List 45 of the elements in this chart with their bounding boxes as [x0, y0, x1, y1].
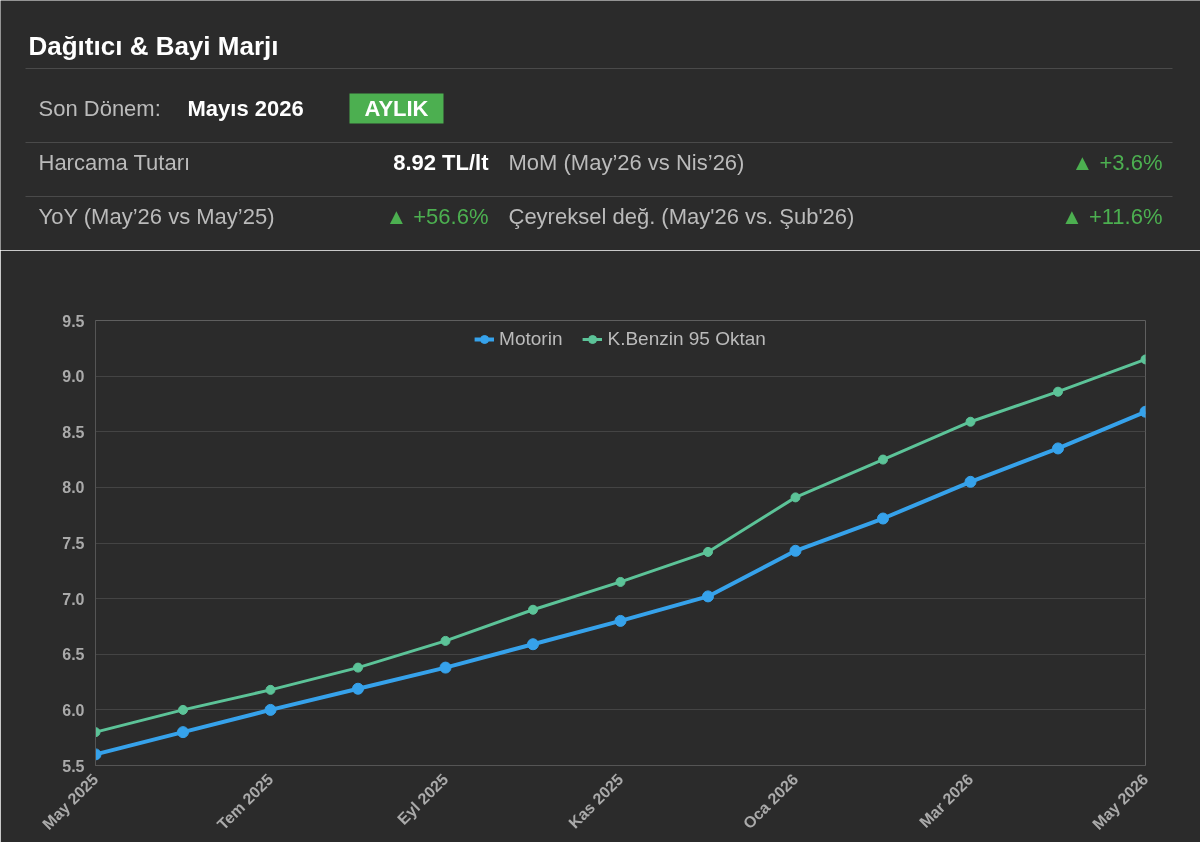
- text: 8.92 TL/lt: [393, 150, 490, 175]
- point: [965, 416, 976, 427]
- point: [265, 684, 276, 695]
- point: [1052, 442, 1064, 455]
- legend-label: Motorin: [499, 328, 563, 350]
- y-tick-label: 6.5: [62, 646, 85, 664]
- point: [353, 662, 363, 673]
- text: ▲ +3.6%: [1071, 150, 1163, 175]
- text: MoM (May’26 vs Nis’26): [508, 150, 745, 175]
- point: [527, 638, 539, 651]
- point: [703, 546, 713, 557]
- point: [790, 492, 801, 503]
- text: ▲ +56.6%: [385, 204, 489, 229]
- text: Son Dönem:: [38, 96, 161, 121]
- point: [177, 726, 189, 739]
- point: [964, 475, 977, 488]
- y-tick-label: 7.0: [62, 590, 85, 608]
- y-tick-label: 6.0: [62, 701, 85, 719]
- point: [352, 682, 364, 695]
- text: Çeyreksel değ. (May'26 vs. Şub'26): [508, 204, 855, 229]
- point: [789, 544, 802, 557]
- point: [1053, 386, 1063, 397]
- legend-label: K.Benzin 95 Oktan: [607, 328, 766, 350]
- point: [614, 614, 627, 627]
- y-tick-label: 9.5: [62, 312, 85, 330]
- y-tick-label: 8.5: [62, 423, 85, 441]
- point: [615, 576, 626, 587]
- text: Mayıs 2026: [187, 96, 304, 121]
- y-tick-label: 7.5: [62, 535, 85, 552]
- y-tick-label: 5.5: [62, 757, 85, 775]
- point: [702, 590, 714, 603]
- text: YoY (May’26 vs May’25): [38, 204, 275, 229]
- text: AYLIK: [364, 96, 429, 121]
- point: [878, 454, 888, 465]
- y-tick-label: 9.0: [62, 368, 85, 386]
- y-tick-label: 8.0: [62, 479, 85, 497]
- point: [528, 604, 538, 615]
- text: Harcama Tutarı: [38, 150, 191, 175]
- point: [178, 704, 188, 715]
- point: [440, 635, 451, 646]
- point: [439, 661, 452, 674]
- text: ▲ +11.6%: [1061, 204, 1163, 229]
- point: [877, 512, 889, 525]
- point: [264, 703, 277, 716]
- chart-title: Dağıtıcı & Bayi Marjı: [28, 30, 279, 61]
